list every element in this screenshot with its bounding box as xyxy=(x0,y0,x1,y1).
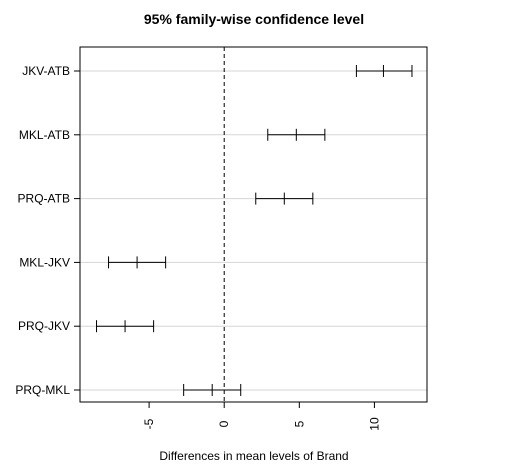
interval-prq-jkv xyxy=(96,320,155,333)
confidence-intervals xyxy=(96,65,413,396)
y-tick-label: PRQ-ATB xyxy=(18,192,70,206)
y-tick-label: PRQ-MKL xyxy=(15,383,70,397)
grid-lines xyxy=(80,70,427,391)
interval-mkl-atb xyxy=(267,128,326,141)
x-axis: -5 0 5 10 xyxy=(142,402,381,431)
y-tick-label: MKL-ATB xyxy=(19,128,70,142)
interval-jkv-atb xyxy=(355,65,413,77)
y-tick-label: MKL-JKV xyxy=(19,255,70,269)
interval-prq-mkl xyxy=(183,384,242,396)
x-tick-label: -5 xyxy=(142,418,156,429)
chart-title: 95% family-wise confidence level xyxy=(144,11,364,27)
y-tick-label: PRQ-JKV xyxy=(18,319,70,333)
y-axis: JKV-ATB MKL-ATB PRQ-ATB MKL-JKV PRQ-JKV PRQ-M… xyxy=(15,64,80,397)
plot-frame xyxy=(79,46,428,403)
x-tick-label: 10 xyxy=(367,417,381,431)
x-axis-label: Differences in mean levels of Brand xyxy=(159,449,348,463)
x-tick-label: 0 xyxy=(217,420,231,427)
interval-mkl-jkv xyxy=(108,256,167,269)
y-tick-label: JKV-ATB xyxy=(22,64,70,78)
interval-prq-atb xyxy=(255,192,314,205)
x-tick-label: 5 xyxy=(292,420,306,427)
